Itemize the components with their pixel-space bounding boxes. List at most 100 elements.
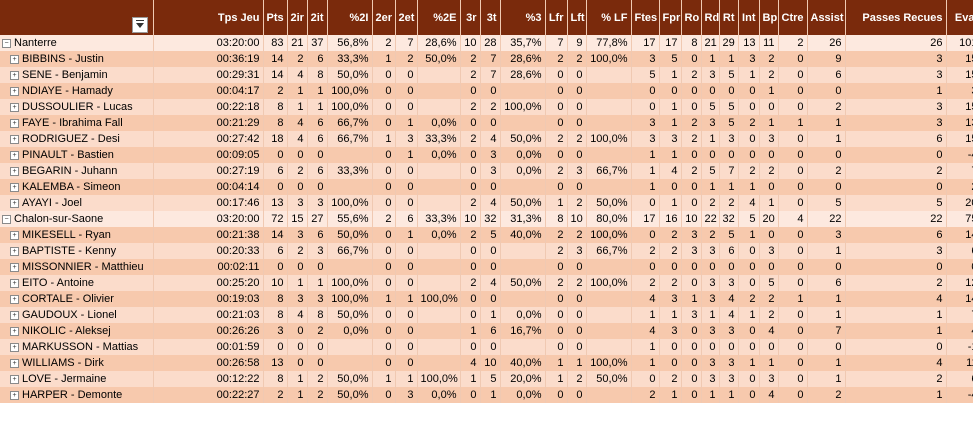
expand-icon[interactable]: + [10,310,19,320]
expand-icon[interactable]: + [10,374,19,384]
player-row[interactable]: + BIBBINS - Justin 00:36:19 14 2 6 33,3% 1 2 50,0… [0,51,973,67]
stat-cell: 6 [480,323,501,339]
expand-icon[interactable]: + [10,198,19,208]
stat-cell: -4 [946,387,973,403]
column-header[interactable]: Ftes [631,0,660,35]
stat-cell: 1 [738,307,760,323]
stat-cell: 2 [460,131,481,147]
stat-cell: 0 [759,339,779,355]
column-header[interactable]: 2et [395,0,418,35]
team-row[interactable]: − Chalon-sur-Saone 03:20:00 72 15 27 55,6% 2 6 33… [0,211,973,227]
stat-cell: 1 [395,371,418,387]
column-header[interactable]: 2it [307,0,328,35]
stat-cell: 2 [395,51,418,67]
player-row[interactable]: + GAUDOUX - Lionel 00:21:03 8 4 8 50,0% 0 0 0 1 0,0… [0,307,973,323]
column-header[interactable]: Bp [759,0,779,35]
expand-icon[interactable]: + [10,326,19,336]
collapse-icon[interactable]: − [2,38,11,48]
stat-cell: 0 [307,179,328,195]
player-row[interactable]: + EITO - Antoine 00:25:20 10 1 1 100,0% 0 0 2 4 50,… [0,275,973,291]
player-row[interactable]: + WILLIAMS - Dirk 00:26:58 13 0 0 0 0 4 10 40,0% 1 1… [0,355,973,371]
stat-cell: 1 [395,291,418,307]
stat-cell: 50,0% [327,307,373,323]
stat-cell: 00:22:18 [153,99,264,115]
expand-icon[interactable]: + [10,182,19,192]
column-header[interactable]: Eval [946,0,973,35]
stat-cell: 1 [372,371,396,387]
stat-cell: 00:25:20 [153,275,264,291]
stat-cell: 0 [395,323,418,339]
player-row[interactable]: + MISSONNIER - Matthieu 00:02:11 0 0 0 0 0 0 0 0 0 0… [0,259,973,275]
expand-icon[interactable]: + [10,102,19,112]
player-row[interactable]: + BAPTISTE - Kenny 00:20:33 6 2 3 66,7% 0 0 0 0 2 3 6… [0,243,973,259]
column-header[interactable]: 3t [480,0,501,35]
stat-cell: 0 [681,371,702,387]
column-header[interactable]: 2ir [287,0,308,35]
column-header[interactable]: Rt [719,0,739,35]
player-row[interactable]: + SENE - Benjamin 00:29:31 14 4 8 50,0% 0 0 2 7 28,… [0,67,973,83]
column-header[interactable]: %3 [500,0,546,35]
expand-icon[interactable]: + [10,342,19,352]
column-header[interactable]: Int [738,0,760,35]
stat-cell: 1 [460,371,481,387]
column-header[interactable]: Pts [263,0,288,35]
column-header[interactable]: 3r [460,0,481,35]
player-row[interactable]: + HARPER - Demonte 00:22:27 2 1 2 50,0% 0 3 0,0% 0… [0,387,973,403]
expand-icon[interactable]: + [10,86,19,96]
team-row[interactable]: − Nanterre 03:20:00 83 21 37 56,8% 2 7 28,6% 10 28 3… [0,35,973,51]
stat-cell: 1 [738,227,760,243]
column-header[interactable]: Assist [807,0,846,35]
player-row[interactable]: + KALEMBA - Simeon 00:04:14 0 0 0 0 0 0 0 0 0 1 0 0 1 1 1… [0,179,973,195]
column-header[interactable]: Lft [567,0,587,35]
expand-icon[interactable]: + [10,54,19,64]
player-row[interactable]: + DUSSOULIER - Lucas 00:22:18 8 1 1 100,0% 0 0 2 2… [0,99,973,115]
player-row[interactable]: + RODRIGUEZ - Desi 00:27:42 18 4 6 66,7% 1 3 33,3… [0,131,973,147]
stat-cell: 2 [567,195,587,211]
column-header[interactable]: Ctre [778,0,808,35]
expand-icon[interactable]: + [10,294,19,304]
expand-icon[interactable]: + [10,118,19,128]
expand-icon[interactable]: + [10,150,19,160]
expand-icon[interactable]: + [10,358,19,368]
stat-cell: 1 [701,131,720,147]
player-row[interactable]: + NDIAYE - Hamady 00:04:17 2 1 1 100,0% 0 0 0 0 0 0 0… [0,83,973,99]
column-header[interactable]: Passes Recues [845,0,947,35]
collapse-icon[interactable]: − [2,214,11,224]
stat-cell: 1 [631,307,660,323]
player-row[interactable]: + BEGARIN - Juhann 00:27:19 6 2 6 33,3% 0 0 0 3 0,0… [0,163,973,179]
player-row[interactable]: + AYAYI - Joel 00:17:46 13 3 3 100,0% 0 0 2 4 50,0%… [0,195,973,211]
expand-icon[interactable]: + [10,390,19,400]
filter-dropdown-button[interactable] [132,16,148,33]
column-header[interactable]: Lfr [545,0,568,35]
expand-icon[interactable]: + [10,262,19,272]
player-row[interactable]: + LOVE - Jermaine 00:12:22 8 1 2 50,0% 1 1 100,0%… [0,371,973,387]
column-header[interactable]: Tps Jeu [153,0,264,35]
expand-icon[interactable]: + [10,246,19,256]
player-row[interactable]: + FAYE - Ibrahima Fall 00:21:29 8 4 6 66,7% 0 1 0… [0,115,973,131]
column-header[interactable]: %2I [327,0,373,35]
column-header[interactable]: Fpr [659,0,682,35]
expand-icon[interactable]: + [10,230,19,240]
player-row[interactable]: + MIKESELL - Ryan 00:21:38 14 3 6 50,0% 0 1 0,0% 2… [0,227,973,243]
stat-cell: 100,0% [586,275,632,291]
player-name: MISSONNIER - Matthieu [22,261,144,273]
stat-cell: 1 [480,387,501,403]
stat-cell: 15 [946,51,973,67]
stat-cell: 00:01:59 [153,339,264,355]
player-row[interactable]: + CORTALE - Olivier 00:19:03 8 3 3 100,0% 1 1 100… [0,291,973,307]
column-header[interactable]: Rd [701,0,720,35]
player-row[interactable]: + MARKUSSON - Mattias 00:01:59 0 0 0 0 0 0 0 0 0 1 0 0… [0,339,973,355]
expand-icon[interactable]: + [10,166,19,176]
expand-icon[interactable]: + [10,70,19,80]
stat-cell: 4 [845,291,947,307]
column-header[interactable]: %2E [417,0,461,35]
expand-icon[interactable]: + [10,278,19,288]
column-header[interactable]: 2er [372,0,396,35]
column-header[interactable]: % LF [586,0,632,35]
stat-cell: 0 [681,387,702,403]
expand-icon[interactable]: + [10,134,19,144]
column-header[interactable]: Ro [681,0,702,35]
stat-cell: 10 [681,211,702,227]
player-row[interactable]: + NIKOLIC - Aleksej 00:26:26 3 0 2 0,0% 0 0 1 6 16,… [0,323,973,339]
player-row[interactable]: + PINAULT - Bastien 00:09:05 0 0 0 0 1 0,0% 0 3 0,0… [0,147,973,163]
